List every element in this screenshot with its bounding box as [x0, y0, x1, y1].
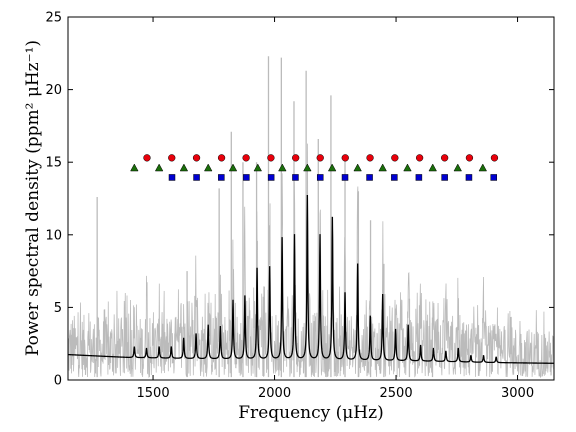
mode-marker-triangle: [353, 163, 362, 172]
mode-marker-triangle: [130, 163, 139, 172]
x-tick-label: 1500: [137, 386, 170, 401]
mode-marker-triangle: [253, 163, 263, 172]
y-tick-label: 5: [54, 301, 62, 316]
mode-marker-circle: [316, 154, 324, 162]
mode-marker-circle: [341, 154, 349, 162]
mode-marker-circle: [465, 154, 474, 162]
plot-frame: [67, 16, 555, 381]
spectrum-layer: [68, 56, 554, 379]
mode-marker-triangle: [303, 163, 312, 172]
smoothed-spectrum-line: [68, 194, 554, 364]
mode-marker-square: [193, 174, 200, 181]
mode-marker-square: [168, 174, 176, 181]
mode-marker-square: [415, 174, 423, 181]
mode-marker-square: [465, 174, 473, 181]
mode-marker-square: [243, 174, 250, 181]
mode-marker-triangle: [478, 163, 488, 172]
power-spectrum-line: [68, 143, 554, 379]
y-tick-label: 20: [45, 83, 62, 98]
mode-marker-circle: [192, 154, 201, 162]
mode-marker-triangle: [327, 163, 337, 172]
mode-marker-triangle: [378, 163, 387, 172]
mode-marker-circle: [292, 154, 300, 162]
mode-marker-square: [267, 174, 275, 181]
mode-marker-triangle: [278, 163, 287, 172]
y-tick-label: 10: [45, 228, 62, 243]
mode-marker-square: [316, 174, 324, 181]
mode-marker-square: [391, 174, 398, 181]
mode-marker-square: [341, 174, 349, 181]
mode-marker-layer: [130, 154, 499, 181]
mode-marker-circle: [441, 154, 449, 162]
mode-marker-circle: [242, 154, 250, 162]
mode-marker-square: [441, 174, 448, 181]
mode-marker-circle: [168, 154, 176, 162]
mode-marker-triangle: [228, 163, 238, 172]
y-tick-label: 0: [54, 374, 62, 389]
mode-marker-square: [218, 174, 225, 181]
x-tick-label: 2500: [380, 386, 413, 401]
mode-marker-triangle: [179, 163, 189, 172]
mode-marker-square: [490, 174, 497, 181]
mode-marker-triangle: [453, 163, 462, 172]
mode-marker-circle: [267, 154, 275, 162]
y-axis-label: Power spectral density (ppm² μHz⁻¹): [23, 40, 43, 356]
mode-marker-circle: [490, 154, 499, 162]
y-tick-label: 25: [45, 11, 62, 26]
mode-marker-square: [366, 174, 373, 181]
smoothed-layer: [68, 194, 554, 364]
mode-marker-circle: [143, 154, 151, 162]
mode-marker-triangle: [428, 163, 437, 172]
mode-marker-triangle: [203, 163, 213, 172]
y-tick-label: 15: [45, 156, 62, 171]
tick-layer: 1500 2000 2500 3000 0 5 10 15 20 25: [45, 11, 554, 401]
x-axis-label: Frequency (μHz): [238, 403, 383, 423]
mode-marker-triangle: [403, 163, 412, 172]
mode-marker-square: [292, 174, 299, 181]
mode-marker-circle: [217, 154, 226, 162]
mode-marker-triangle: [154, 163, 164, 172]
mode-marker-circle: [366, 154, 374, 162]
mode-marker-circle: [391, 154, 399, 162]
mode-marker-circle: [415, 154, 424, 162]
x-tick-label: 2000: [258, 386, 291, 401]
x-tick-label: 3000: [501, 386, 534, 401]
